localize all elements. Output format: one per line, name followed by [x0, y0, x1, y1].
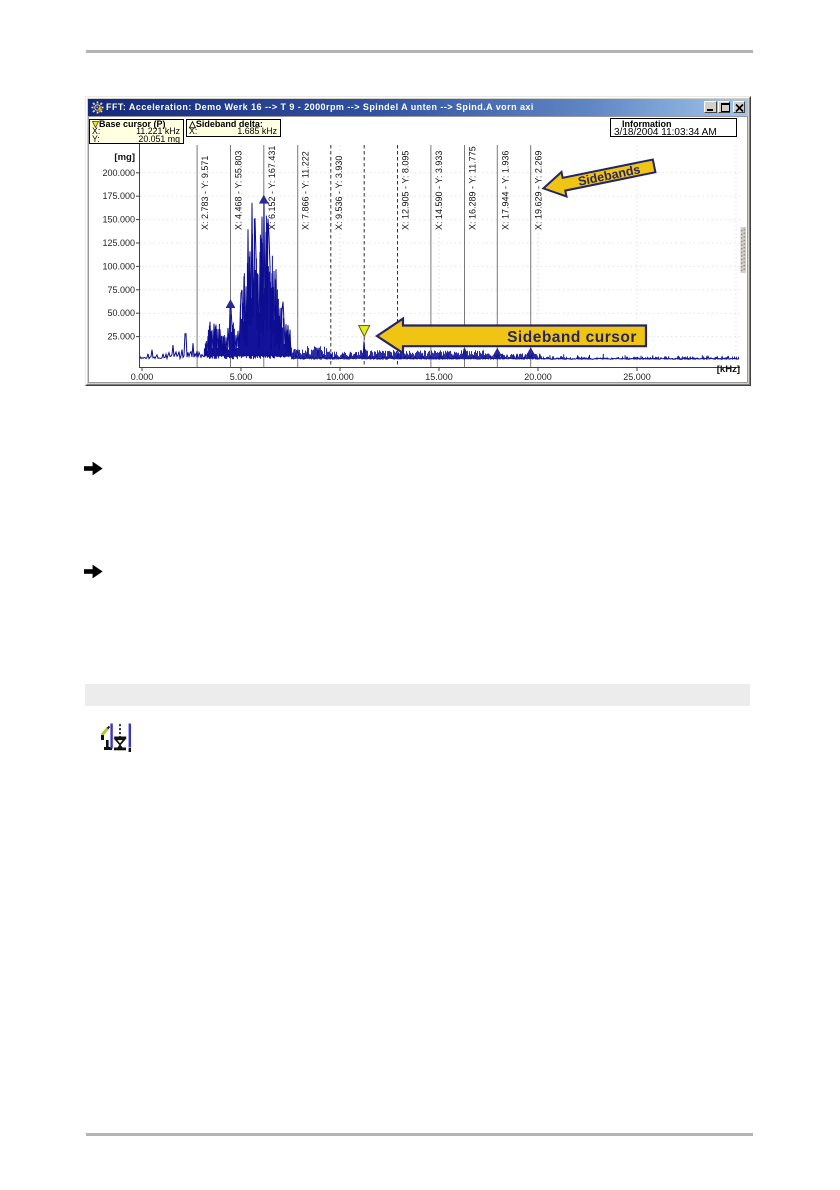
svg-text:25.000: 25.000 — [623, 372, 651, 382]
svg-text:X: 2.783 - Y: 9.571: X: 2.783 - Y: 9.571 — [200, 156, 210, 230]
svg-text:125.000: 125.000 — [102, 238, 135, 248]
svg-text:Sidebands: Sidebands — [577, 162, 642, 188]
svg-text:200.000: 200.000 — [102, 168, 135, 178]
svg-text:[mg]: [mg] — [114, 152, 135, 163]
svg-text:0.000: 0.000 — [131, 372, 154, 382]
svg-text:X: 6.152 - Y: 167.431: X: 6.152 - Y: 167.431 — [267, 146, 277, 230]
svg-text:10.000: 10.000 — [326, 372, 354, 382]
svg-text:75.000: 75.000 — [107, 285, 135, 295]
svg-text:15.000: 15.000 — [425, 372, 453, 382]
svg-text:50.000: 50.000 — [107, 308, 135, 318]
svg-text:Sideband cursor: Sideband cursor — [507, 329, 637, 346]
svg-text:X: 14.590 - Y: 3.933: X: 14.590 - Y: 3.933 — [434, 151, 444, 230]
svg-text:X: 16.289 - Y: 11.775: X: 16.289 - Y: 11.775 — [468, 146, 478, 230]
svg-text:20.000: 20.000 — [524, 372, 552, 382]
svg-text:X: 19.629 - Y: 2.269: X: 19.629 - Y: 2.269 — [534, 151, 544, 230]
svg-text:X: 12.905 - Y: 8.095: X: 12.905 - Y: 8.095 — [401, 151, 411, 230]
svg-text:X: 17.944 - Y: 1.936: X: 17.944 - Y: 1.936 — [500, 151, 510, 230]
svg-text:100.000: 100.000 — [102, 261, 135, 271]
svg-text:25.000: 25.000 — [107, 332, 135, 342]
svg-text:150.000: 150.000 — [102, 215, 135, 225]
svg-text:5.000: 5.000 — [230, 372, 253, 382]
svg-text:X: 9.536 - Y: 3.930: X: 9.536 - Y: 3.930 — [334, 156, 344, 230]
svg-text:X: 4.468 - Y: 55.803: X: 4.468 - Y: 55.803 — [234, 151, 244, 230]
svg-text:175.000: 175.000 — [102, 191, 135, 201]
svg-text:[kHz]: [kHz] — [717, 364, 740, 375]
svg-text:X: 7.866 - Y: 11.222: X: 7.866 - Y: 11.222 — [301, 151, 311, 230]
